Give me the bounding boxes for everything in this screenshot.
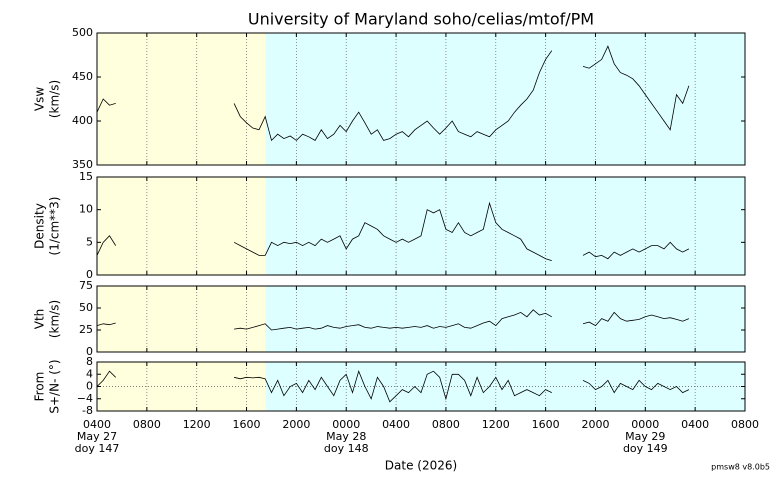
y-tick-label: 5 xyxy=(86,235,93,248)
footer: pmsw8 v8.0b5 xyxy=(711,463,770,472)
y-tick-label: 500 xyxy=(72,26,93,39)
shaded-region xyxy=(265,177,745,275)
x-tick-label: 0800 xyxy=(133,418,161,431)
chart-title: University of Maryland soho/celias/mtof/… xyxy=(248,10,594,29)
y-tick-label: 50 xyxy=(79,301,93,314)
doy-label: doy 147 xyxy=(75,442,120,455)
y-tick-label: 0 xyxy=(86,345,93,358)
y-axis-label: Vth xyxy=(33,309,47,330)
y-axis-label: (1/cm**3) xyxy=(48,197,62,256)
y-tick-label: 0 xyxy=(86,268,93,281)
x-axis-label: Date (2026) xyxy=(385,459,457,473)
y-tick-label: 25 xyxy=(79,323,93,336)
shaded-region xyxy=(265,33,745,165)
y-tick-label: 8 xyxy=(86,355,93,368)
y-tick-label: 350 xyxy=(72,158,93,171)
shaded-region xyxy=(97,177,266,275)
panel-frame xyxy=(96,176,746,276)
x-tick-label: 0000 xyxy=(332,418,360,431)
y-tick-label: 75 xyxy=(79,279,93,292)
date-label: May 28 xyxy=(326,430,366,443)
y-tick-label: 4 xyxy=(86,367,93,380)
x-tick-label: 0800 xyxy=(432,418,460,431)
y-tick-label: 0 xyxy=(86,380,93,393)
y-tick-label: −4 xyxy=(77,392,93,405)
date-label: May 29 xyxy=(625,430,665,443)
data-line xyxy=(96,45,690,142)
y-tick-label: -8 xyxy=(82,404,93,417)
x-tick-label: 1600 xyxy=(233,418,261,431)
y-tick-label: 15 xyxy=(79,170,93,183)
y-axis-label: Density xyxy=(33,203,47,249)
data-line xyxy=(96,369,690,403)
x-tick-label: 1200 xyxy=(183,418,211,431)
x-tick-label: 1200 xyxy=(482,418,510,431)
y-tick-label: 450 xyxy=(72,70,93,83)
y-axis-label: (km/s) xyxy=(48,80,62,118)
panel-frame xyxy=(96,32,746,166)
y-tick-label: 10 xyxy=(79,203,93,216)
shaded-region xyxy=(265,286,745,352)
x-tick-label: 0400 xyxy=(382,418,410,431)
data-line xyxy=(96,309,690,331)
shaded-region xyxy=(97,33,266,165)
y-axis-label: S+/N- (°) xyxy=(48,359,62,413)
x-tick-label: 0400 xyxy=(681,418,709,431)
y-tick-label: 400 xyxy=(72,114,93,127)
panel-frame xyxy=(96,285,746,353)
date-label: May 27 xyxy=(77,430,117,443)
shaded-region xyxy=(97,286,266,352)
y-axis-label: Vsw xyxy=(33,87,47,111)
doy-label: doy 148 xyxy=(324,442,369,455)
x-tick-label: 0000 xyxy=(631,418,659,431)
x-tick-label: 2000 xyxy=(581,418,609,431)
data-line xyxy=(96,201,690,261)
x-tick-label: 0800 xyxy=(731,418,759,431)
x-tick-label: 0400 xyxy=(83,418,111,431)
x-tick-label: 1600 xyxy=(532,418,560,431)
x-tick-label: 2000 xyxy=(282,418,310,431)
y-axis-label: (km/s) xyxy=(48,300,62,338)
y-axis-label: From xyxy=(33,372,47,402)
doy-label: doy 149 xyxy=(623,442,668,455)
